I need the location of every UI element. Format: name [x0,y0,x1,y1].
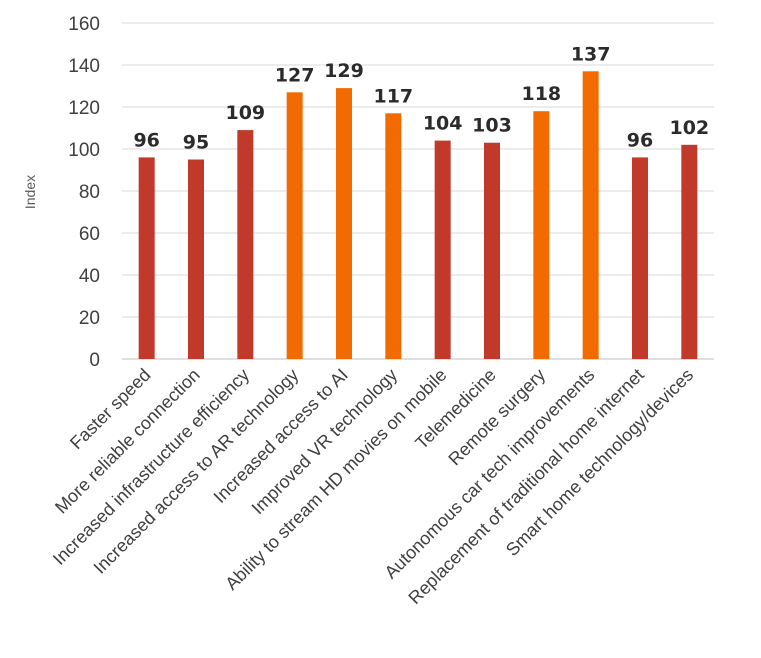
data-label: 104 [423,113,463,135]
data-label: 129 [324,60,364,82]
x-tick-label: Increased infrastructure efficiency [49,365,253,569]
y-tick-label: 140 [68,56,100,77]
data-label: 127 [275,64,315,86]
data-label: 95 [183,132,209,154]
data-label: 117 [373,85,413,107]
data-labels: 96 95 109 127 129 117 104 103 118 137 96 102 [133,43,709,153]
y-tick-label: 80 [79,182,100,203]
bar [237,130,254,359]
data-label: 102 [669,117,709,139]
bar [188,159,204,359]
bar [385,113,402,359]
y-tick-label: 20 [79,308,100,329]
bar [484,142,500,359]
data-label: 118 [521,83,561,105]
bar [681,144,698,359]
data-label: 96 [627,129,653,151]
y-tick-label: 60 [79,224,100,245]
bars [138,71,698,360]
data-label: 109 [225,102,265,124]
bar [582,71,599,360]
bar [533,111,550,359]
y-axis-label: Index [22,175,38,209]
y-tick-label: 40 [79,266,100,287]
data-label: 137 [571,43,611,65]
y-axis-ticks: 0 20 40 60 80 100 120 140 160 [68,14,100,371]
bar [138,157,155,359]
y-tick-label: 120 [68,98,100,119]
bar [286,92,303,360]
data-label: 103 [472,115,512,137]
y-tick-label: 160 [68,14,100,35]
gridlines [122,22,714,360]
y-tick-label: 0 [89,350,100,371]
bar [632,157,648,359]
y-tick-label: 100 [68,140,100,161]
bar [336,88,352,359]
data-label: 96 [133,129,159,151]
bar [434,140,451,359]
